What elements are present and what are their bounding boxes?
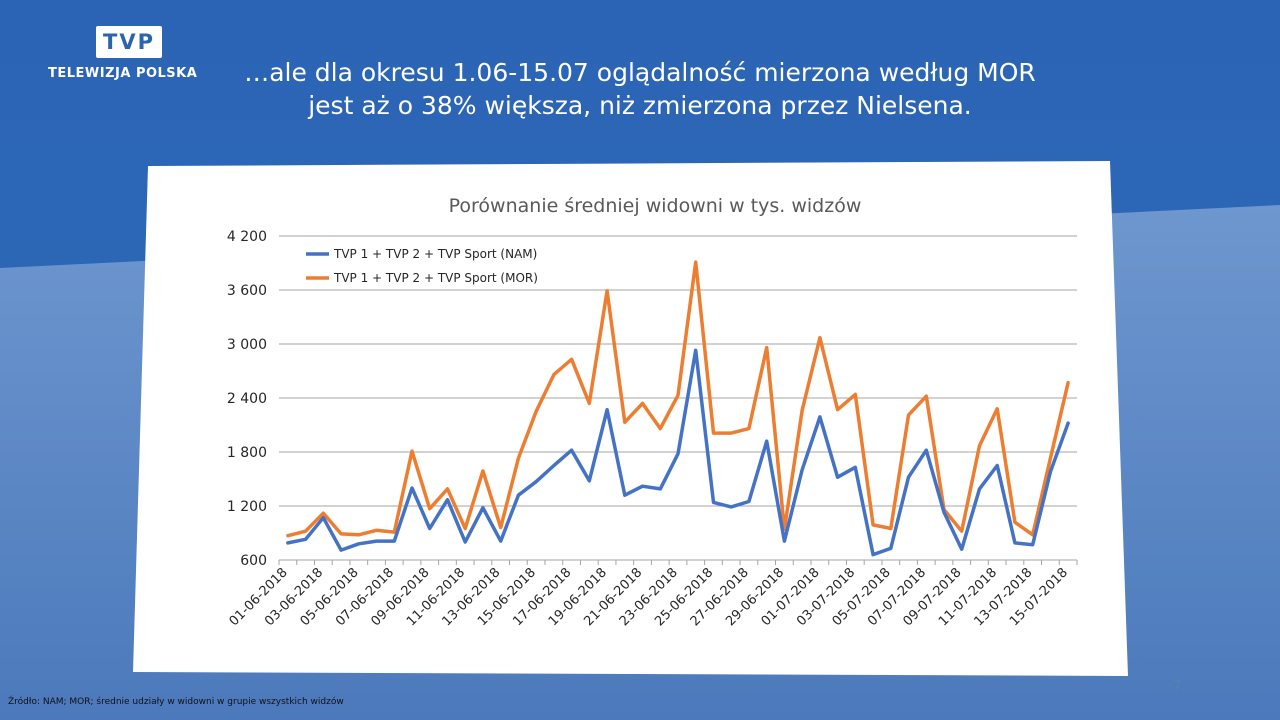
- logo-mark: TVP: [103, 30, 155, 54]
- tvp-logo: TVP: [96, 26, 162, 58]
- logo-name: TELEWIZJA POLSKA: [48, 66, 198, 81]
- headline-line-1: …ale dla okresu 1.06-15.07 oglądalność m…: [244, 58, 1036, 87]
- headline-line-2: jest aż o 38% większa, niż zmierzona prz…: [308, 91, 972, 120]
- slide-headline: …ale dla okresu 1.06-15.07 oglądalność m…: [215, 56, 1065, 122]
- source-footnote: Źródło: NAM; MOR; średnie udziały w wido…: [8, 697, 344, 707]
- page-number: 7: [1173, 679, 1182, 694]
